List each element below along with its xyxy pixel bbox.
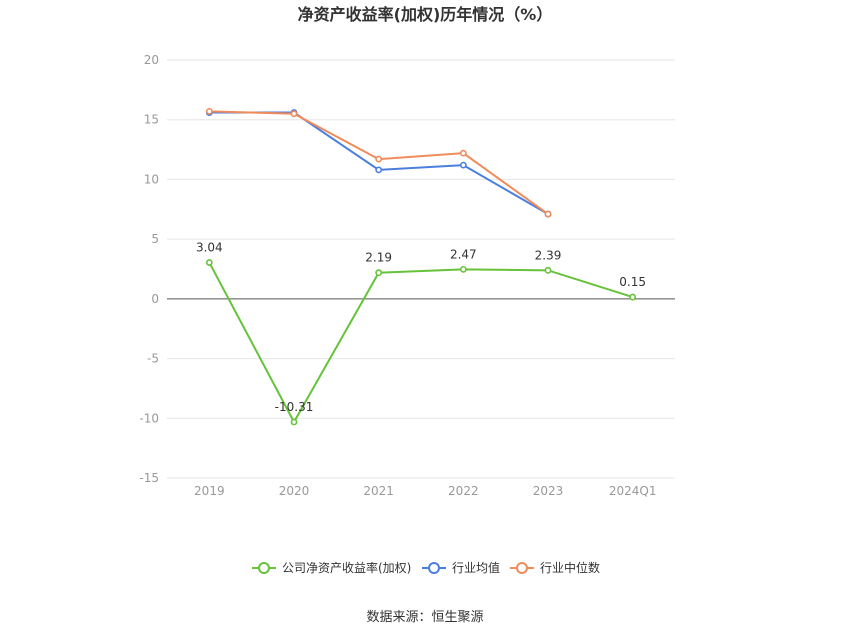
x-tick-label: 2023	[533, 484, 564, 498]
y-tick-label: 0	[151, 292, 159, 306]
y-axis: 20 15 10 5 0 -5 -10 -15	[139, 53, 159, 485]
data-point[interactable]	[629, 293, 637, 301]
legend-swatch-marker	[428, 562, 440, 574]
x-tick-label: 2024Q1	[609, 484, 657, 498]
data-label: -10.31	[275, 400, 314, 414]
legend-item-2[interactable]: 行业中位数	[510, 560, 600, 575]
x-tick-label: 2021	[363, 484, 394, 498]
legend-label: 行业均值	[452, 560, 500, 575]
data-label: 0.15	[619, 275, 646, 289]
data-labels: 3.04 -10.31 2.19 2.47 2.39 0.15	[196, 241, 646, 414]
series-line-0	[208, 262, 633, 425]
data-point[interactable]	[290, 418, 298, 426]
legend-swatch-marker	[516, 562, 528, 574]
series-lines	[205, 107, 637, 426]
y-tick-label: 15	[144, 113, 159, 127]
legend[interactable]: 公司净资产收益率(加权) 行业均值 行业中位数	[252, 560, 600, 575]
y-tick-label: -5	[147, 352, 159, 366]
grid	[167, 59, 675, 479]
data-point[interactable]	[375, 166, 383, 174]
data-label: 3.04	[196, 241, 223, 255]
data-label: 2.39	[535, 248, 562, 262]
x-tick-label: 2022	[448, 484, 479, 498]
legend-label: 行业中位数	[540, 560, 600, 575]
data-label: 2.47	[450, 247, 477, 261]
x-tick-label: 2019	[194, 484, 225, 498]
y-tick-label: -10	[139, 411, 159, 425]
data-point[interactable]	[375, 269, 383, 277]
data-point[interactable]	[544, 210, 552, 218]
y-tick-label: 10	[144, 172, 159, 186]
legend-swatch-marker	[258, 562, 270, 574]
legend-label: 公司净资产收益率(加权)	[282, 560, 411, 575]
chart-title: 净资产收益率(加权)历年情况（%）	[298, 5, 553, 24]
x-axis: 2019 2020 2021 2022 2023 2024Q1	[167, 477, 675, 498]
x-tick-label: 2020	[279, 484, 310, 498]
data-point[interactable]	[205, 259, 213, 266]
data-point[interactable]	[544, 266, 552, 274]
data-point[interactable]	[375, 155, 383, 163]
source-note: 数据来源：恒生聚源	[366, 610, 483, 625]
legend-item-0[interactable]: 公司净资产收益率(加权)	[252, 560, 411, 575]
y-tick-label: 20	[144, 53, 159, 67]
series-line-2	[209, 110, 549, 215]
data-label: 2.19	[365, 251, 392, 265]
series-line-1	[209, 111, 549, 215]
y-tick-label: -15	[139, 471, 159, 485]
data-point[interactable]	[459, 149, 467, 157]
data-point[interactable]	[459, 161, 467, 169]
data-point[interactable]	[205, 107, 213, 115]
data-point[interactable]	[459, 265, 467, 273]
legend-item-1[interactable]: 行业均值	[422, 560, 500, 575]
y-tick-label: 5	[151, 232, 159, 246]
data-point[interactable]	[290, 110, 298, 118]
